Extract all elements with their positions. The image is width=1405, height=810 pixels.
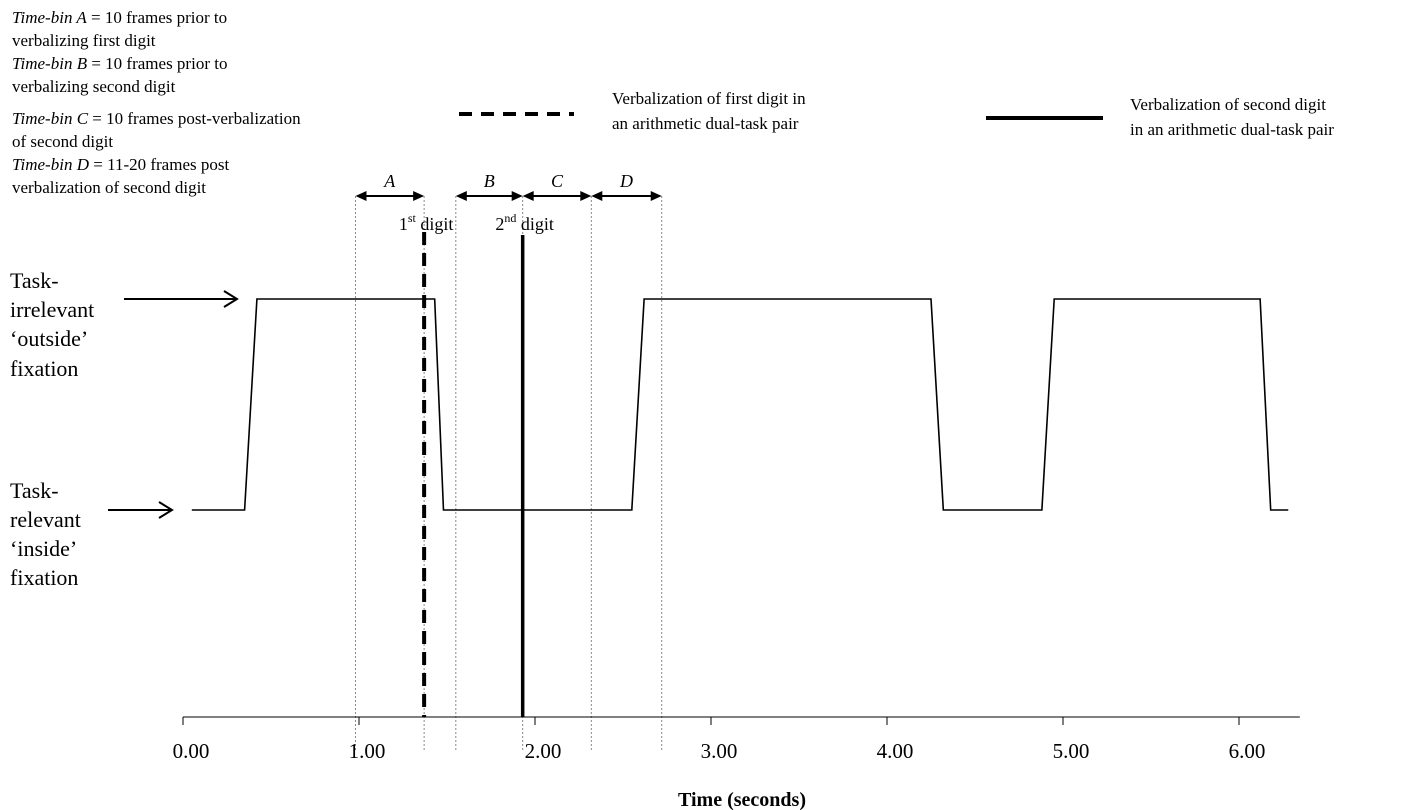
definition-d-cont: verbalization of second digit bbox=[12, 178, 206, 197]
x-tick-label: 5.00 bbox=[1053, 739, 1090, 763]
y-label-low-line4: fixation bbox=[10, 565, 78, 590]
definition-a: Time-bin A = 10 frames prior to bbox=[12, 8, 227, 27]
arrow-left-icon bbox=[355, 191, 367, 201]
definition-c-cont: of second digit bbox=[12, 132, 113, 151]
fixation-series bbox=[191, 298, 1289, 511]
digit-event-label: 1st digit bbox=[399, 211, 454, 234]
y-label-high-line2: irrelevant bbox=[10, 297, 94, 322]
y-label-low-line2: relevant bbox=[10, 507, 81, 532]
y-label-high-line1: Task- bbox=[10, 268, 59, 293]
y-label-low-line3: ‘inside’ bbox=[10, 536, 77, 561]
arrow-right-icon bbox=[650, 191, 662, 201]
arrow-left-icon bbox=[591, 191, 603, 201]
bin-boundary-lines bbox=[354, 196, 663, 752]
legend-dashed-label-line1: Verbalization of first digit in bbox=[612, 89, 806, 108]
bin-letter-label: C bbox=[551, 171, 564, 191]
definition-b-cont: verbalizing second digit bbox=[12, 77, 176, 96]
x-tick-label: 2.00 bbox=[525, 739, 562, 763]
definition-b: Time-bin B = 10 frames prior to bbox=[12, 54, 227, 73]
arrow-left-icon bbox=[522, 191, 534, 201]
y-label-low: Task- relevant ‘inside’ fixation bbox=[10, 478, 174, 590]
arrow-left-icon bbox=[455, 191, 467, 201]
time-bin-markers: A B C D bbox=[355, 171, 662, 201]
y-label-high-line3: ‘outside’ bbox=[10, 326, 88, 351]
definition-c: Time-bin C = 10 frames post-verbalizatio… bbox=[12, 109, 301, 128]
arrow-right-icon bbox=[413, 191, 425, 201]
x-axis: 0.00 1.00 2.00 3.00 4.00 5.00 6.00 bbox=[173, 716, 1300, 763]
y-label-high: Task- irrelevant ‘outside’ fixation bbox=[10, 268, 239, 381]
bin-letter-label: B bbox=[484, 171, 495, 191]
arrow-right-icon bbox=[511, 191, 523, 201]
fixation-trace-line bbox=[191, 298, 1289, 511]
legend-solid-label-line1: Verbalization of second digit bbox=[1130, 95, 1326, 114]
digit-event-label: 2nd digit bbox=[495, 211, 554, 234]
arrow-right-icon bbox=[580, 191, 592, 201]
time-bin-definitions: Time-bin A = 10 frames prior to verbaliz… bbox=[12, 8, 301, 197]
y-label-low-line1: Task- bbox=[10, 478, 59, 503]
x-tick-label: 3.00 bbox=[701, 739, 738, 763]
legend: Verbalization of first digit in an arith… bbox=[459, 89, 1334, 139]
legend-solid-label-line2: in an arithmetic dual-task pair bbox=[1130, 120, 1334, 139]
x-tick-label: 0.00 bbox=[173, 739, 210, 763]
y-label-high-line4: fixation bbox=[10, 356, 78, 381]
bin-letter-label: A bbox=[383, 171, 396, 191]
x-tick-label: 6.00 bbox=[1229, 739, 1266, 763]
verbalization-events: 1st digit 2nd digit bbox=[399, 211, 554, 717]
definition-d: Time-bin D = 11-20 frames post bbox=[12, 155, 229, 174]
definition-a-cont: verbalizing first digit bbox=[12, 31, 156, 50]
bin-letter-label: D bbox=[619, 171, 633, 191]
x-tick-label: 1.00 bbox=[349, 739, 386, 763]
legend-dashed-label-line2: an arithmetic dual-task pair bbox=[612, 114, 799, 133]
x-axis-title: Time (seconds) bbox=[678, 789, 806, 810]
arrow-right-icon bbox=[124, 290, 239, 308]
arrow-right-icon bbox=[108, 501, 174, 519]
x-tick-label: 4.00 bbox=[877, 739, 914, 763]
